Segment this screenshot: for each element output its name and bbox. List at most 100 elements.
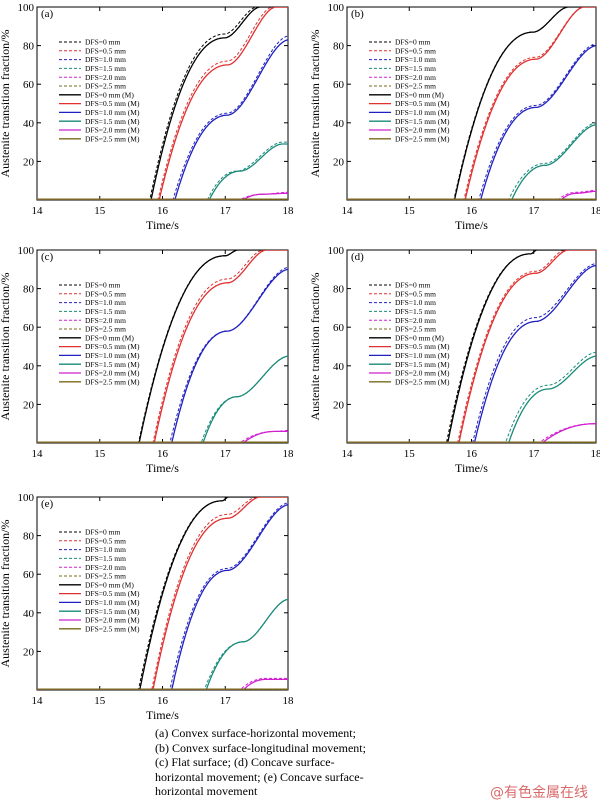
x-tick-label: 18 (283, 205, 295, 217)
legend-entry: DFS=2.0 mm (85, 73, 126, 82)
legend-entry: DFS=1.5 mm (M) (85, 117, 140, 126)
series-line (347, 264, 596, 443)
legend-entry: DFS=1.5 mm (M) (85, 360, 140, 369)
legend-entry: DFS=0 mm (M) (85, 90, 134, 99)
legend-entry: DFS=1.0 mm (M) (85, 351, 140, 360)
legend-entry: DFS=1.5 mm (85, 64, 126, 73)
legend-entry: DFS=2.5 mm (395, 325, 436, 334)
y-tick-label: 40 (23, 361, 35, 373)
legend-entry: DFS=2.5 mm (85, 82, 126, 91)
y-tick-label: 100 (328, 2, 345, 14)
figure-panels: 14 15 16 17 18 20 40 60 80 100 Time/s Austenite tra… (0, 2, 600, 722)
x-tick-label: 17 (220, 448, 232, 460)
series-line (347, 355, 596, 443)
series-line (347, 351, 596, 443)
y-axis-label: Austenite transition fraction/% (308, 30, 322, 178)
legend-entry: DFS=2.0 mm (M) (85, 126, 140, 135)
x-tick-label: 14 (32, 695, 44, 707)
x-tick-label: 14 (32, 448, 44, 460)
x-tick-label: 18 (283, 448, 295, 460)
x-tick-label: 17 (528, 205, 540, 217)
x-tick-label: 16 (157, 695, 169, 707)
x-tick-label: 14 (342, 205, 354, 217)
legend-entry: DFS=0 mm (85, 38, 120, 47)
y-tick-label: 100 (18, 2, 35, 14)
chart-panel: 14 15 16 17 18 20 40 60 80 100 Time/s Austenite tra… (308, 245, 600, 475)
caption-line: horizontal movement; (e) Concave surface… (155, 769, 364, 784)
legend-entry: DFS=0.5 mm (M) (85, 99, 140, 108)
legend-entry: DFS=2.0 mm (M) (395, 369, 450, 378)
x-tick-label: 14 (32, 205, 44, 217)
x-tick-label: 14 (342, 448, 354, 460)
series-line (347, 122, 596, 200)
legend-entry: DFS=2.5 mm (M) (85, 377, 140, 386)
legend-entry: DFS=1.0 mm (M) (395, 108, 450, 117)
y-axis-label: Austenite transition fraction/% (0, 273, 12, 421)
legend-entry: DFS=0.5 mm (M) (395, 342, 450, 351)
legend-entry: DFS=0.5 mm (85, 289, 126, 298)
chart-panel: 14 15 16 17 18 20 40 60 80 100 Time/s Austenite tra… (0, 245, 294, 475)
legend-entry: DFS=1.5 mm (395, 307, 436, 316)
x-tick-label: 16 (157, 205, 169, 217)
x-tick-label: 17 (528, 448, 540, 460)
x-tick-label: 15 (404, 448, 416, 460)
legend-entry: DFS=0 mm (M) (85, 333, 134, 342)
legend-entry: DFS=0 mm (85, 281, 120, 290)
legend-entry: DFS=0 mm (85, 528, 120, 537)
legend-entry: DFS=2.0 mm (395, 316, 436, 325)
figure-caption: (a) Convex surface-horizontal movement; … (155, 726, 417, 799)
panel-label: (e) (41, 498, 54, 510)
legend-entry: DFS=2.0 mm (M) (85, 616, 140, 625)
x-axis-label: Time/s (146, 461, 179, 475)
caption-line: (a) Convex surface-horizontal movement; (155, 726, 356, 740)
y-tick-label: 20 (333, 156, 345, 168)
x-tick-label: 15 (94, 205, 106, 217)
panel-label: (a) (41, 8, 54, 20)
legend-entry: DFS=2.0 mm (M) (395, 126, 450, 135)
legend-entry: DFS=2.0 mm (395, 73, 436, 82)
x-tick-label: 15 (94, 448, 106, 460)
legend-entry: DFS=0 mm (395, 281, 430, 290)
legend-entry: DFS=0 mm (M) (395, 90, 444, 99)
y-tick-label: 80 (23, 41, 35, 53)
panel-label: (c) (41, 251, 54, 263)
legend-entry: DFS=0.5 mm (395, 46, 436, 55)
y-tick-label: 80 (23, 284, 35, 296)
legend-entry: DFS=1.0 mm (M) (85, 598, 140, 607)
series-line (37, 39, 288, 200)
y-tick-label: 100 (328, 245, 345, 257)
series-line (347, 263, 596, 443)
y-tick-label: 80 (23, 531, 35, 543)
y-tick-label: 40 (23, 118, 35, 130)
legend-entry: DFS=0.5 mm (M) (395, 99, 450, 108)
legend-entry: DFS=0 mm (395, 38, 430, 47)
y-axis-label: Austenite transition fraction/% (308, 273, 322, 421)
y-tick-label: 20 (23, 156, 35, 168)
series-group (347, 250, 596, 443)
y-axis-label: Austenite transition fraction/% (0, 520, 12, 668)
chart-panel: 14 15 16 17 18 20 40 60 80 100 Time/s Austenite tra… (0, 2, 294, 232)
y-tick-label: 60 (23, 79, 35, 91)
legend-entry: DFS=1.5 mm (M) (85, 607, 140, 616)
x-tick-label: 16 (466, 205, 478, 217)
y-tick-label: 60 (23, 322, 35, 334)
x-tick-label: 17 (220, 205, 232, 217)
legend-entry: DFS=1.0 mm (M) (85, 108, 140, 117)
legend-entry: DFS=1.0 mm (85, 545, 126, 554)
panel-label: (d) (351, 251, 364, 263)
series-group (37, 497, 288, 690)
y-tick-label: 60 (333, 79, 345, 91)
y-tick-label: 80 (333, 41, 345, 53)
y-tick-label: 100 (18, 492, 35, 504)
y-tick-label: 80 (333, 284, 345, 296)
y-tick-label: 20 (333, 399, 345, 411)
legend-entry: DFS=2.5 mm (85, 325, 126, 334)
series-group (347, 7, 596, 200)
x-tick-label: 15 (404, 205, 416, 217)
chart-panel: 14 15 16 17 18 20 40 60 80 100 Time/s Austenite tra… (308, 2, 600, 232)
caption-line: (b) Convex surface-longitudinal movement… (155, 740, 366, 755)
legend-entry: DFS=0.5 mm (85, 46, 126, 55)
x-axis-label: Time/s (455, 461, 488, 475)
legend-entry: DFS=1.0 mm (395, 298, 436, 307)
legend-entry: DFS=0.5 mm (395, 289, 436, 298)
